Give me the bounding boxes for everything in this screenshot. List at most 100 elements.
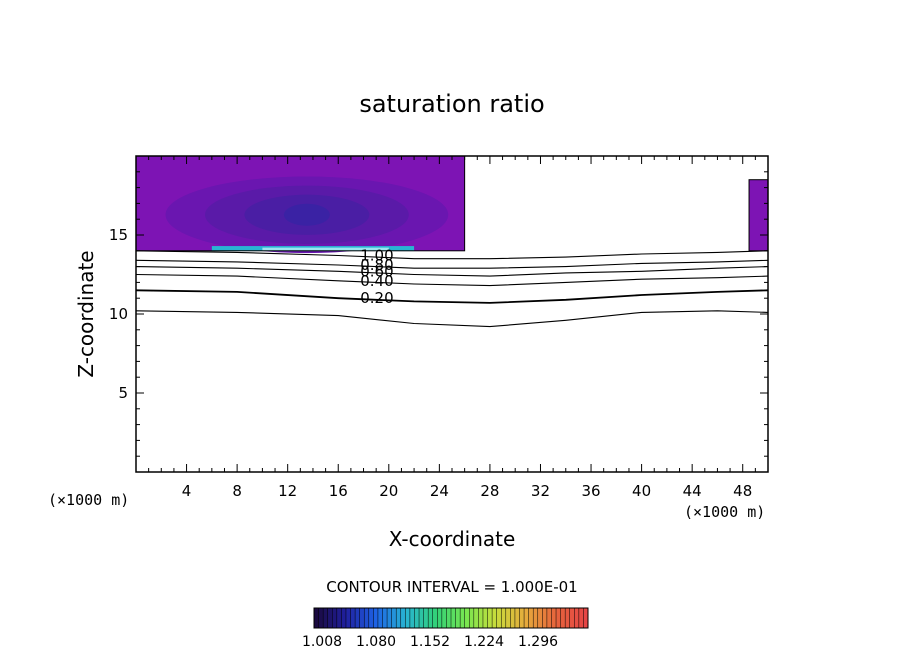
colorbar-strip [501, 608, 507, 628]
colorbar-strip [414, 608, 420, 628]
y-tick-label: 10 [109, 305, 128, 323]
colorbar-strip [323, 608, 329, 628]
bright-streak-core [262, 247, 389, 251]
colorbar-label: 1.008 [302, 634, 342, 650]
colorbar-strip [496, 608, 502, 628]
contour-line-3 [136, 259, 768, 269]
contour-line-4 [136, 250, 768, 260]
colorbar-strip [565, 608, 571, 628]
colorbar-strip [574, 608, 580, 628]
x-tick-label: 40 [632, 482, 651, 500]
colorbar-label: 1.296 [518, 634, 558, 650]
colorbar-strip [464, 608, 470, 628]
colorbar-strip [318, 608, 324, 628]
filled-region-outline [136, 156, 466, 252]
y-axis-label: Z-coordinate [74, 250, 98, 377]
y-tick-label: 15 [109, 226, 128, 244]
colorbar-strip [355, 608, 361, 628]
colorbar-strip [524, 608, 530, 628]
y-axis-ticks: 5 10 15 [109, 155, 768, 473]
filled-contours [136, 156, 768, 254]
colorbar-strip [578, 608, 584, 628]
colorbar [313, 607, 589, 629]
colorbar-strip [537, 608, 543, 628]
y-tick-label: 5 [118, 384, 128, 402]
colorbar-frame [313, 607, 589, 629]
chart-title: saturation ratio [359, 90, 544, 118]
colorbar-strip [437, 608, 443, 628]
contour-line-1 [136, 273, 768, 287]
colorbar-strip [432, 608, 438, 628]
colorbar-strip [533, 608, 539, 628]
colorbar-strip [569, 608, 575, 628]
colorbar-strip [519, 608, 525, 628]
x-tick-label: 12 [278, 482, 297, 500]
colorbar-strip [336, 608, 342, 628]
colorbar-strip [396, 608, 402, 628]
x-axis-ticks: 4 8 12 16 20 24 28 32 36 40 44 48 [135, 156, 769, 500]
colorbar-strip [332, 608, 338, 628]
colorbar-strip [583, 608, 589, 628]
plot-area: 0.200.400.600.801.00 4 8 12 16 20 24 28 32 36 40 4… [109, 155, 769, 500]
colorbar-strip [382, 608, 388, 628]
colorbar-strip [314, 608, 320, 628]
colorbar-strip [368, 608, 374, 628]
colorbar-strip [478, 608, 484, 628]
colorbar-strip [364, 608, 370, 628]
colorbar-strip [400, 608, 406, 628]
colorbar-label: 1.224 [464, 634, 504, 650]
filled-shade [283, 203, 330, 226]
colorbar-strip [441, 608, 447, 628]
colorbar-strip [473, 608, 479, 628]
colorbar-strip [446, 608, 452, 628]
contour-label: 0.40 [360, 272, 393, 290]
colorbar-strip [551, 608, 557, 628]
colorbar-strip [428, 608, 434, 628]
filled-region-0 [136, 156, 466, 254]
contour-line-0 [136, 289, 768, 304]
contour-label: 0.60 [360, 262, 393, 280]
filled-region-base [749, 179, 768, 251]
colorbar-strip [469, 608, 475, 628]
colorbar-strip [460, 608, 466, 628]
colorbar-strip [391, 608, 397, 628]
colorbar-strip [373, 608, 379, 628]
colorbar-strip [487, 608, 493, 628]
contour-line-2 [136, 266, 768, 277]
filled-region-1 [748, 179, 768, 252]
colorbar-strip [528, 608, 534, 628]
colorbar-strip [341, 608, 347, 628]
x-tick-label: 16 [329, 482, 348, 500]
x-tick-label: 8 [232, 482, 242, 500]
x-tick-label: 20 [379, 482, 398, 500]
colorbar-strip [359, 608, 365, 628]
x-axis-label: X-coordinate [389, 527, 516, 551]
colorbar-strip [377, 608, 383, 628]
colorbar-strip [546, 608, 552, 628]
colorbar-label: 1.080 [356, 634, 396, 650]
x-tick-label: 44 [683, 482, 702, 500]
contour-line-5 [136, 310, 768, 328]
x-tick-label: 32 [531, 482, 550, 500]
colorbar-strip [560, 608, 566, 628]
colorbar-strip [492, 608, 498, 628]
colorbar-strip [327, 608, 333, 628]
colorbar-strip [510, 608, 516, 628]
contour-label: 1.00 [360, 247, 393, 265]
x-tick-label: 36 [581, 482, 600, 500]
colorbar-strip [423, 608, 429, 628]
colorbar-strip [514, 608, 520, 628]
colorbar-strip [409, 608, 415, 628]
x-tick-label: 4 [182, 482, 192, 500]
x-unit-label: (×1000 m) [684, 503, 765, 521]
contour-interval-label: CONTOUR INTERVAL = 1.000E-01 [326, 578, 577, 596]
colorbar-strip [556, 608, 562, 628]
contour-labels: 0.200.400.600.801.00 [360, 247, 393, 308]
x-tick-label: 28 [480, 482, 499, 500]
z-unit-label: (×1000 m) [48, 491, 129, 509]
colorbar-strip [419, 608, 425, 628]
x-tick-label: 48 [733, 482, 752, 500]
contour-label: 0.80 [360, 256, 393, 274]
x-tick-label: 24 [430, 482, 449, 500]
